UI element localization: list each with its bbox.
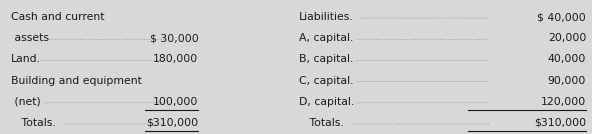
Text: 100,000: 100,000 [153, 97, 198, 107]
Text: $310,000: $310,000 [534, 118, 586, 128]
Text: (net): (net) [11, 97, 40, 107]
Text: 40,000: 40,000 [548, 54, 586, 64]
Text: Totals.: Totals. [11, 118, 56, 128]
Text: assets: assets [11, 33, 49, 43]
Text: Cash and current: Cash and current [11, 12, 104, 22]
Text: $ 30,000: $ 30,000 [150, 33, 198, 43]
Text: 90,000: 90,000 [548, 76, 586, 86]
Text: Building and equipment: Building and equipment [11, 76, 141, 86]
Text: 120,000: 120,000 [541, 97, 586, 107]
Text: $ 40,000: $ 40,000 [538, 12, 586, 22]
Text: 180,000: 180,000 [153, 54, 198, 64]
Text: B, capital.: B, capital. [299, 54, 353, 64]
Text: Liabilities.: Liabilities. [299, 12, 353, 22]
Text: C, capital.: C, capital. [299, 76, 353, 86]
Text: D, capital.: D, capital. [299, 97, 354, 107]
Text: Land.: Land. [11, 54, 41, 64]
Text: $310,000: $310,000 [146, 118, 198, 128]
Text: A, capital.: A, capital. [299, 33, 353, 43]
Text: 20,000: 20,000 [548, 33, 586, 43]
Text: Totals.: Totals. [299, 118, 344, 128]
